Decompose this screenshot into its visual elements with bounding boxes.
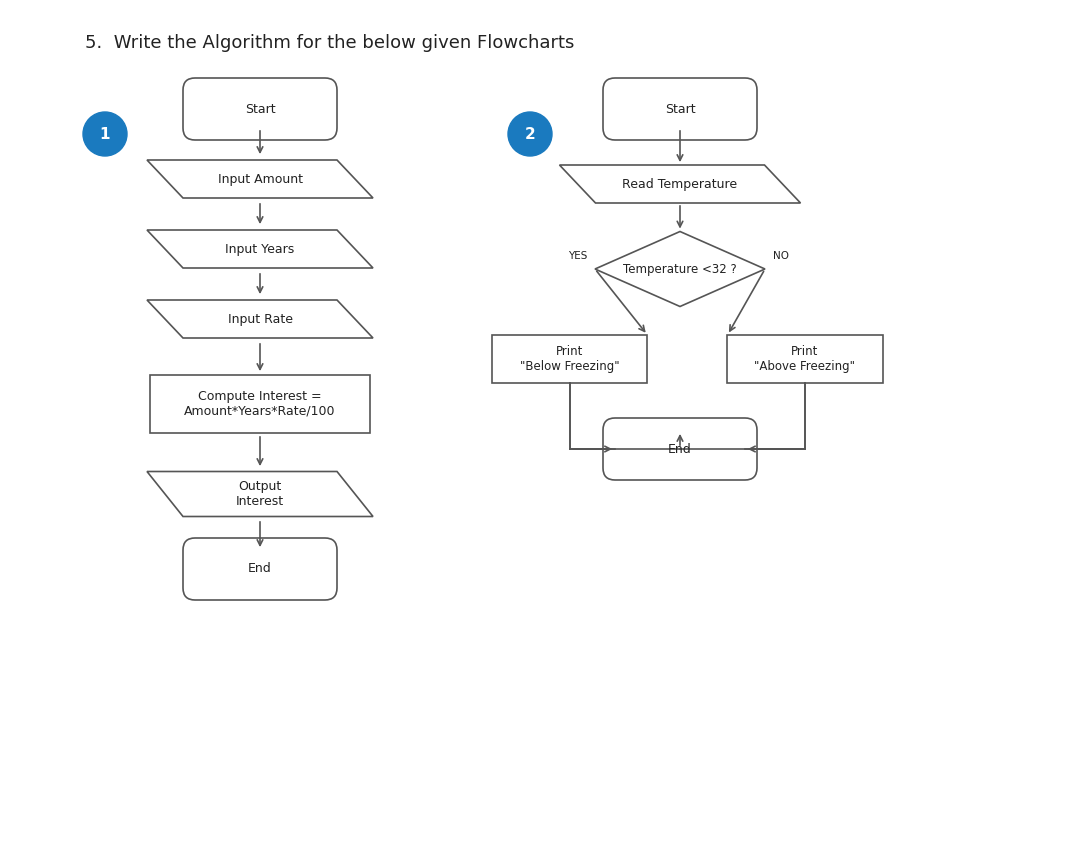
Polygon shape — [147, 300, 373, 338]
Text: End: End — [248, 562, 272, 576]
Text: Start: Start — [244, 102, 275, 116]
Text: Compute Interest =
Amount*Years*Rate/100: Compute Interest = Amount*Years*Rate/100 — [184, 390, 335, 418]
Polygon shape — [147, 230, 373, 268]
Polygon shape — [595, 231, 765, 306]
FancyBboxPatch shape — [603, 78, 757, 140]
FancyBboxPatch shape — [183, 538, 337, 600]
FancyBboxPatch shape — [603, 418, 757, 480]
Text: 2: 2 — [525, 127, 536, 142]
Polygon shape — [147, 472, 373, 517]
Text: YES: YES — [568, 251, 587, 261]
Polygon shape — [559, 165, 800, 203]
Text: Start: Start — [665, 102, 695, 116]
Circle shape — [508, 112, 552, 156]
Text: Input Rate: Input Rate — [227, 312, 292, 326]
Text: Input Amount: Input Amount — [217, 172, 302, 186]
Bar — [727, 335, 883, 383]
Text: Print
"Above Freezing": Print "Above Freezing" — [754, 345, 856, 373]
Text: Output
Interest: Output Interest — [236, 480, 284, 508]
Text: NO: NO — [773, 251, 789, 261]
Bar — [493, 335, 648, 383]
Text: Read Temperature: Read Temperature — [622, 177, 738, 191]
Text: 5.  Write the Algorithm for the below given Flowcharts: 5. Write the Algorithm for the below giv… — [85, 34, 574, 52]
Polygon shape — [147, 160, 373, 198]
FancyBboxPatch shape — [183, 78, 337, 140]
Text: 1: 1 — [100, 127, 110, 142]
Bar — [150, 375, 369, 433]
Text: Print
"Below Freezing": Print "Below Freezing" — [521, 345, 620, 373]
Text: Input Years: Input Years — [225, 242, 295, 256]
Circle shape — [82, 112, 127, 156]
Text: Temperature <32 ?: Temperature <32 ? — [623, 262, 737, 275]
Text: End: End — [668, 442, 692, 456]
